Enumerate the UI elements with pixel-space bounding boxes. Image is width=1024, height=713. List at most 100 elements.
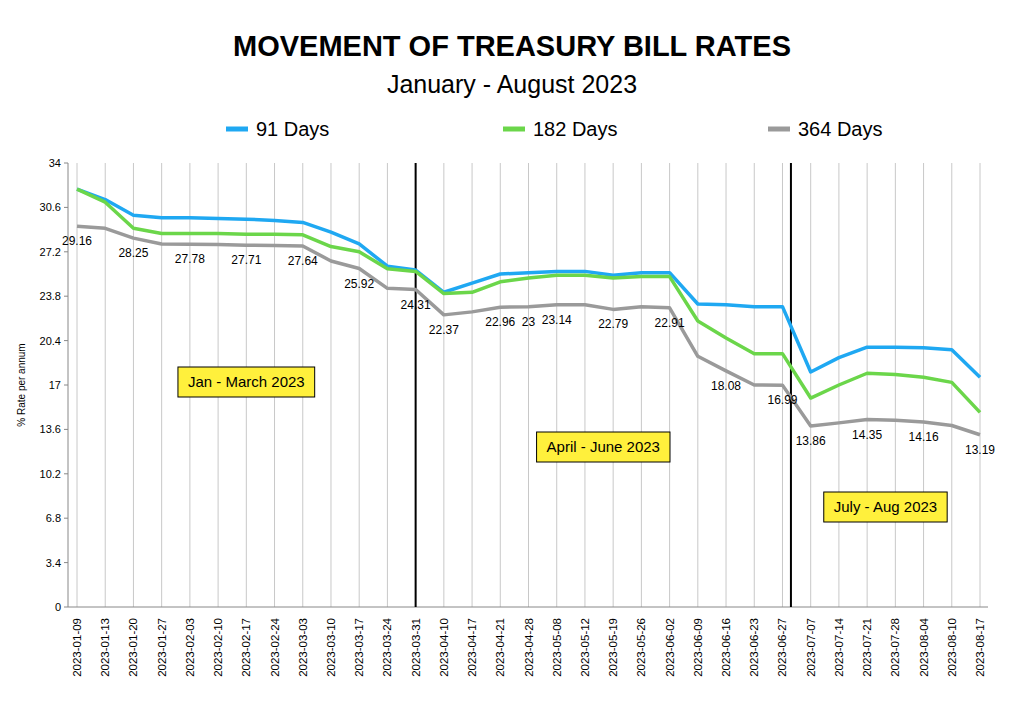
data-label: 22.37 xyxy=(429,323,459,337)
y-tick-label: 23.8 xyxy=(40,290,61,302)
grid-line xyxy=(443,163,444,607)
grid-line xyxy=(415,163,416,607)
x-tick-label: 2023-04-10 xyxy=(438,618,450,677)
legend-swatch xyxy=(226,127,248,132)
x-tick-label: 2023-03-31 xyxy=(410,618,422,677)
x-tick-label: 2023-05-26 xyxy=(635,618,647,677)
series-line xyxy=(77,226,980,435)
annotation-text: July - Aug 2023 xyxy=(834,498,937,515)
y-tick xyxy=(64,473,68,474)
grid-line xyxy=(867,163,868,607)
legend-swatch xyxy=(503,127,525,132)
grid-line xyxy=(472,163,473,607)
data-label: 29.16 xyxy=(62,234,92,248)
annotation-text: April - June 2023 xyxy=(547,438,660,455)
annotation: July - Aug 2023 xyxy=(824,492,947,522)
y-tick xyxy=(64,429,68,430)
x-tick-label: 2023-02-10 xyxy=(212,618,224,677)
grid-line xyxy=(613,163,614,607)
y-ticks: 03.46.810.213.61720.423.827.230.634 xyxy=(40,157,68,613)
title: MOVEMENT OF TREASURY BILL RATES xyxy=(233,30,791,62)
quarter-divider xyxy=(415,163,417,607)
x-tick-label: 2023-02-24 xyxy=(269,617,281,676)
grid-line xyxy=(669,163,670,607)
grid-line xyxy=(556,163,557,607)
x-tick-label: 2023-06-02 xyxy=(664,618,676,677)
grid-line xyxy=(810,163,811,607)
annotation-text: Jan - March 2023 xyxy=(188,373,305,390)
x-tick-label: 2023-07-14 xyxy=(833,617,845,676)
x-tick-label: 2023-01-27 xyxy=(156,618,168,677)
data-label: 22.96 xyxy=(485,315,515,329)
x-tick-label: 2023-01-13 xyxy=(99,618,111,677)
data-label: 22.91 xyxy=(655,316,685,330)
x-tick-label: 2023-01-20 xyxy=(127,618,139,677)
x-tick-label: 2023-06-23 xyxy=(748,618,760,677)
annotation: April - June 2023 xyxy=(537,432,670,462)
y-tick-label: 27.2 xyxy=(40,246,61,258)
y-tick-label: 30.6 xyxy=(40,201,61,213)
grid-line xyxy=(528,163,529,607)
y-tick xyxy=(64,207,68,208)
grid xyxy=(77,163,980,607)
grid-line xyxy=(330,163,331,607)
y-tick-label: 34 xyxy=(49,157,61,169)
legend: 91 Days182 Days364 Days xyxy=(226,118,883,140)
x-tick-label: 2023-03-24 xyxy=(381,617,393,676)
data-label: 24.31 xyxy=(401,298,431,312)
x-tick-label: 2023-02-17 xyxy=(240,618,252,677)
y-tick xyxy=(64,251,68,252)
x-tick-label: 2023-05-19 xyxy=(607,618,619,677)
data-labels: 29.1628.2527.7827.7127.6425.9224.3122.37… xyxy=(62,234,995,457)
data-label: 23.14 xyxy=(542,313,572,327)
subtitle: January - August 2023 xyxy=(387,70,637,98)
grid-line xyxy=(359,163,360,607)
data-label: 23 xyxy=(522,315,536,329)
x-tick-label: 2023-08-10 xyxy=(946,618,958,677)
y-tick xyxy=(64,340,68,341)
grid-line xyxy=(980,163,981,607)
x-tick-label: 2023-05-12 xyxy=(579,618,591,677)
legend-label: 364 Days xyxy=(798,118,883,140)
y-tick xyxy=(64,562,68,563)
grid-line xyxy=(77,163,78,607)
legend-swatch xyxy=(768,127,790,132)
y-tick-label: 17 xyxy=(49,379,61,391)
y-tick-label: 20.4 xyxy=(40,335,61,347)
x-tick-label: 2023-08-04 xyxy=(918,617,930,676)
grid-line xyxy=(161,163,162,607)
annotation-box xyxy=(824,492,947,522)
data-label: 27.78 xyxy=(175,252,205,266)
data-label: 27.71 xyxy=(231,253,261,267)
grid-line xyxy=(584,163,585,607)
y-tick-label: 0 xyxy=(55,601,61,613)
x-tick-label: 2023-07-21 xyxy=(861,618,873,677)
x-tick-label: 2023-01-09 xyxy=(71,618,83,677)
y-tick-label: 13.6 xyxy=(40,423,61,435)
grid-line xyxy=(923,163,924,607)
x-axis xyxy=(68,607,988,608)
x-tick-label: 2023-03-03 xyxy=(297,618,309,677)
quarter-divider xyxy=(790,163,792,607)
data-label: 13.19 xyxy=(965,443,995,457)
data-label: 13.86 xyxy=(796,434,826,448)
grid-line xyxy=(387,163,388,607)
annotation-box xyxy=(178,367,315,397)
annotation: Jan - March 2023 xyxy=(178,367,315,397)
data-label: 16.99 xyxy=(767,393,797,407)
data-label: 25.92 xyxy=(344,277,374,291)
data-label: 18.08 xyxy=(711,379,741,393)
x-tick-label: 2023-02-03 xyxy=(184,618,196,677)
grid-line xyxy=(895,163,896,607)
x-tick-label: 2023-03-17 xyxy=(353,618,365,677)
series-line xyxy=(77,189,980,412)
data-label: 28.25 xyxy=(118,246,148,260)
series-line xyxy=(77,189,980,377)
data-label: 22.79 xyxy=(598,317,628,331)
x-tick-label: 2023-05-08 xyxy=(551,618,563,677)
dividers xyxy=(416,163,791,607)
x-tick-label: 2023-03-10 xyxy=(325,618,337,677)
x-tick-label: 2023-06-16 xyxy=(720,618,732,677)
y-tick xyxy=(64,518,68,519)
x-tick-label: 2023-04-28 xyxy=(523,618,535,677)
